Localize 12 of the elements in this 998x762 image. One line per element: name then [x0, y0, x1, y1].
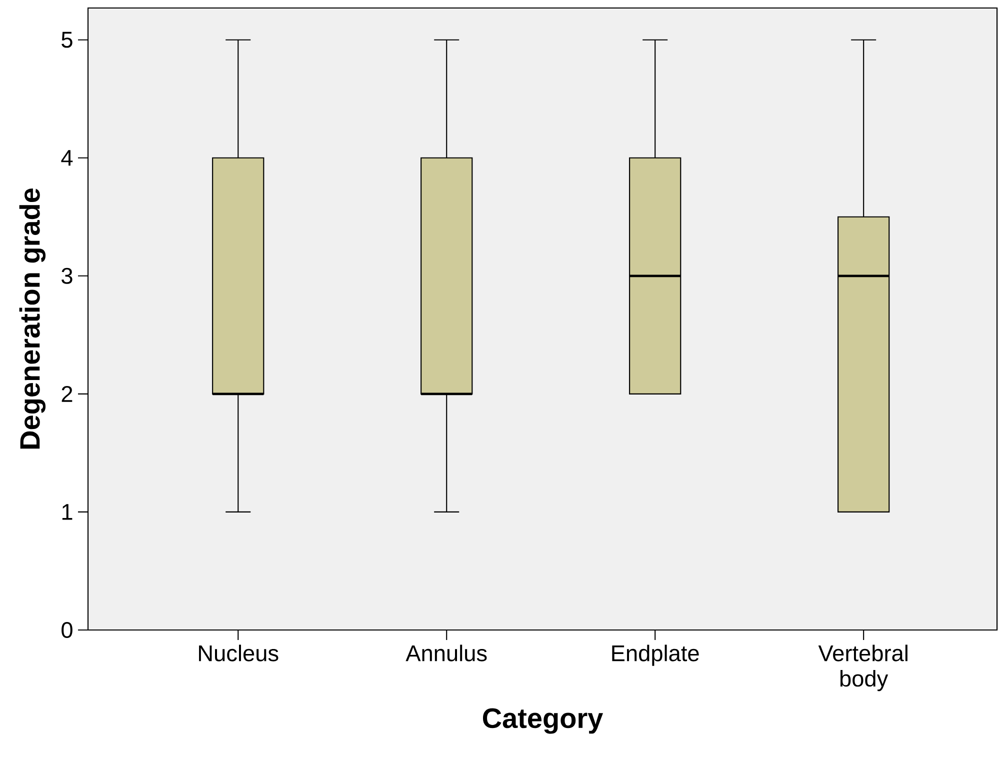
x-tick-label: Endplate [612, 644, 699, 666]
y-tick-label: 3 [62, 268, 72, 284]
y-tick-label: 4 [61, 150, 73, 166]
x-axis-title: Category [482, 708, 604, 734]
y-tick-label: 2 [62, 386, 72, 402]
y-tick-label: 0 [62, 622, 72, 638]
y-tick-label: 1 [62, 504, 72, 520]
y-tick-label: 5 [62, 32, 72, 48]
x-tick-label: Vertebral body [818, 644, 908, 692]
x-tick-label: Nucleus [199, 644, 278, 662]
x-tick-label: Annulus [406, 644, 487, 662]
y-axis-title: Degeneration grade [19, 188, 46, 449]
